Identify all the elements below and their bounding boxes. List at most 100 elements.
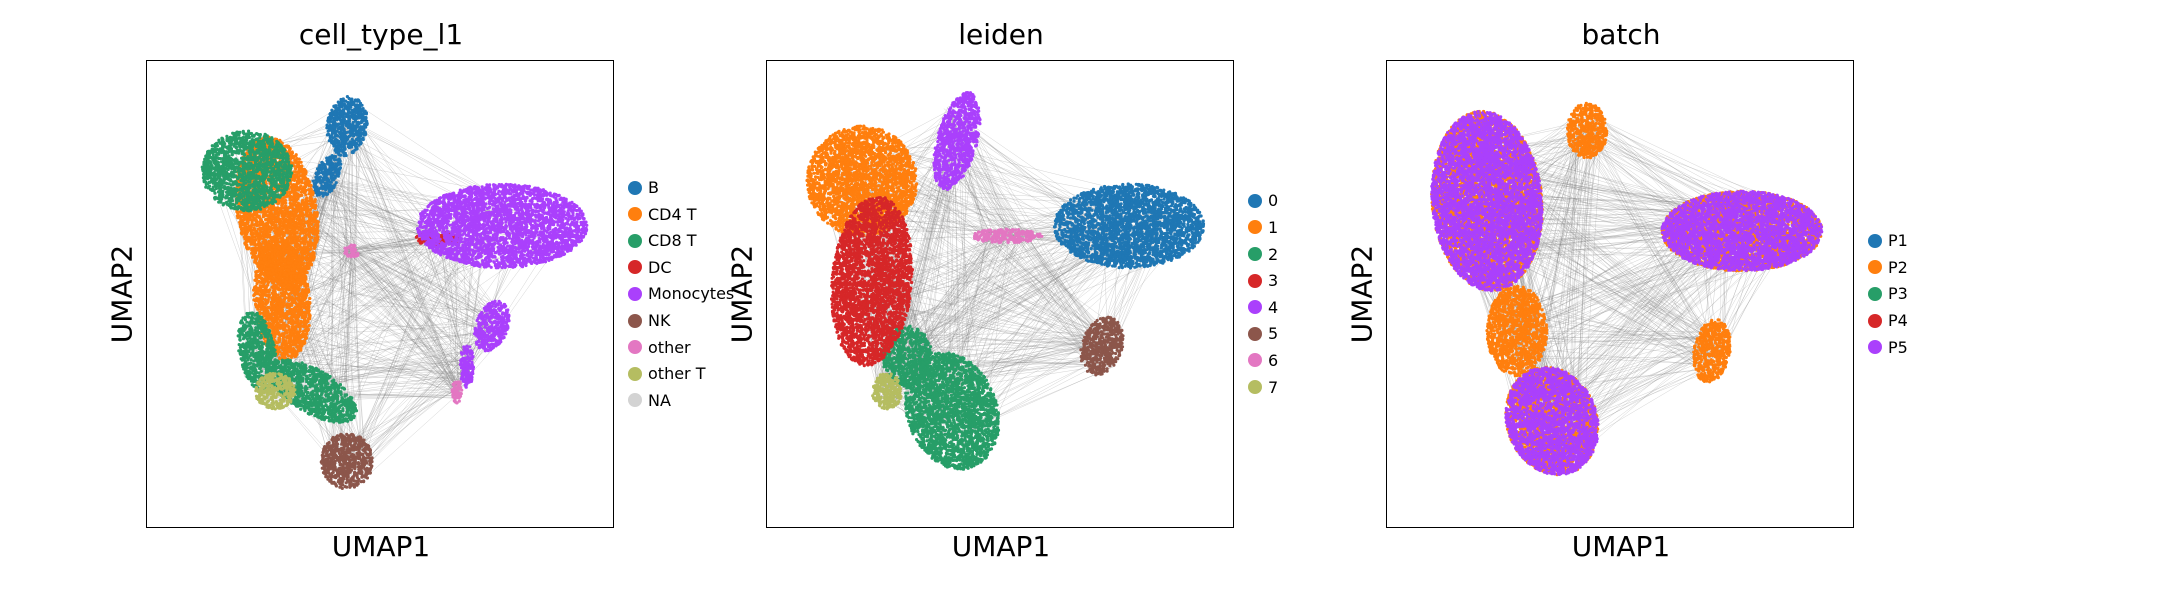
point bbox=[255, 247, 259, 251]
point bbox=[238, 214, 242, 218]
point bbox=[289, 345, 293, 349]
point bbox=[288, 354, 293, 358]
point bbox=[304, 198, 308, 202]
point bbox=[309, 244, 313, 248]
point bbox=[273, 335, 277, 339]
point bbox=[302, 206, 306, 210]
point bbox=[259, 272, 263, 276]
point bbox=[295, 350, 299, 354]
point bbox=[351, 142, 355, 146]
point bbox=[312, 216, 316, 220]
point bbox=[293, 289, 297, 293]
point bbox=[339, 130, 343, 134]
point bbox=[354, 111, 358, 115]
point bbox=[264, 246, 268, 250]
point bbox=[299, 160, 303, 164]
point bbox=[327, 159, 331, 163]
point bbox=[349, 105, 353, 109]
point bbox=[334, 162, 338, 166]
point bbox=[287, 269, 291, 273]
point bbox=[325, 156, 329, 160]
point bbox=[299, 269, 303, 273]
point bbox=[300, 343, 304, 347]
point bbox=[304, 286, 308, 291]
point bbox=[293, 223, 298, 227]
point bbox=[291, 322, 295, 326]
point bbox=[280, 227, 284, 231]
point bbox=[279, 219, 283, 223]
point bbox=[277, 275, 281, 279]
point bbox=[294, 340, 298, 344]
point bbox=[270, 272, 274, 276]
point bbox=[252, 288, 256, 292]
point bbox=[303, 182, 307, 186]
point bbox=[245, 230, 249, 234]
point bbox=[320, 184, 324, 188]
point bbox=[257, 261, 261, 266]
point bbox=[308, 214, 312, 219]
point bbox=[262, 280, 266, 284]
point bbox=[288, 307, 292, 311]
point bbox=[255, 269, 259, 274]
point bbox=[304, 212, 308, 216]
point bbox=[290, 330, 294, 334]
point bbox=[343, 140, 347, 144]
point bbox=[289, 250, 293, 255]
point bbox=[282, 354, 287, 358]
point bbox=[284, 265, 288, 269]
point bbox=[266, 318, 270, 322]
point bbox=[334, 181, 338, 185]
point bbox=[330, 188, 334, 193]
point bbox=[275, 297, 279, 301]
point bbox=[291, 281, 295, 285]
point bbox=[298, 329, 302, 333]
point bbox=[279, 249, 283, 254]
point bbox=[307, 316, 311, 320]
point bbox=[336, 122, 341, 126]
point bbox=[332, 125, 336, 129]
point bbox=[269, 324, 273, 329]
point bbox=[270, 254, 274, 259]
point bbox=[330, 108, 334, 112]
point bbox=[342, 109, 346, 113]
point bbox=[281, 279, 285, 283]
point bbox=[267, 252, 271, 256]
point bbox=[321, 187, 325, 191]
point bbox=[258, 219, 262, 223]
point bbox=[291, 195, 296, 199]
point bbox=[258, 293, 262, 297]
point bbox=[280, 203, 284, 208]
point bbox=[331, 140, 335, 144]
point bbox=[304, 221, 309, 225]
point bbox=[265, 217, 269, 221]
point bbox=[298, 164, 303, 169]
point bbox=[269, 207, 273, 211]
point bbox=[287, 257, 291, 261]
point bbox=[330, 168, 334, 172]
point bbox=[302, 319, 306, 323]
point bbox=[264, 229, 268, 233]
point bbox=[304, 336, 309, 340]
point bbox=[305, 248, 309, 252]
point bbox=[281, 325, 285, 329]
point bbox=[264, 293, 268, 297]
point bbox=[273, 315, 277, 319]
point bbox=[287, 148, 291, 152]
point bbox=[351, 114, 355, 118]
point bbox=[293, 293, 297, 297]
point bbox=[306, 300, 310, 304]
point bbox=[327, 139, 331, 143]
point bbox=[255, 221, 259, 225]
point bbox=[318, 175, 322, 179]
point bbox=[292, 185, 296, 189]
point bbox=[260, 277, 264, 282]
point bbox=[264, 284, 268, 289]
point bbox=[284, 296, 288, 300]
point bbox=[275, 305, 280, 310]
point bbox=[349, 123, 353, 127]
point bbox=[289, 319, 293, 323]
point bbox=[361, 137, 365, 142]
point bbox=[315, 172, 319, 177]
point bbox=[316, 177, 320, 182]
point bbox=[276, 237, 280, 241]
